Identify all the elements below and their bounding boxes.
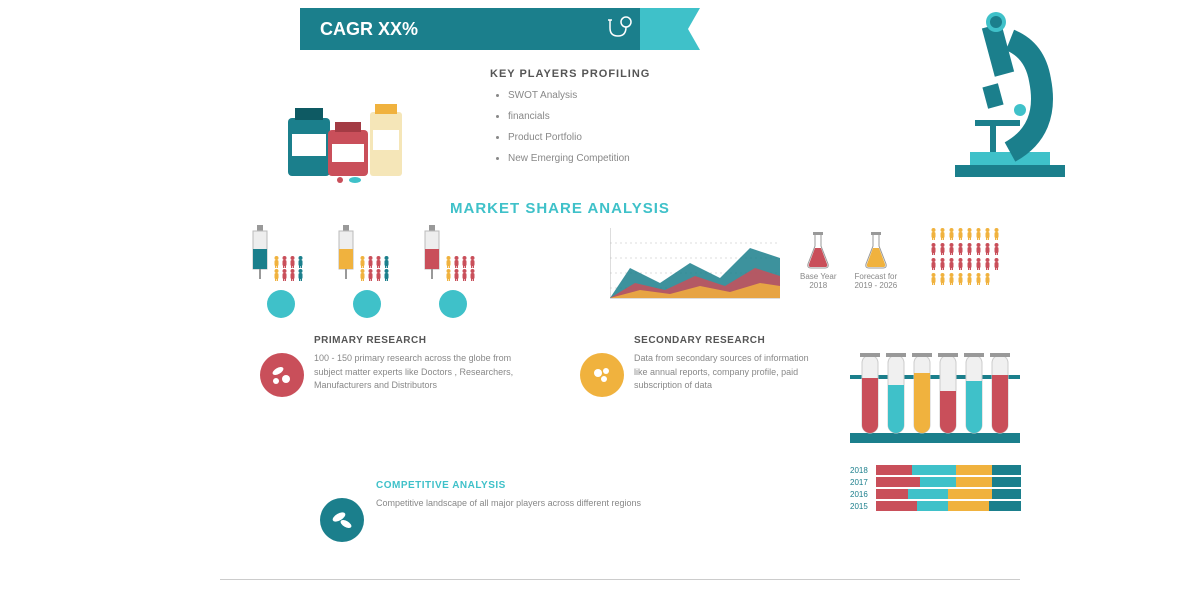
syringe-group	[250, 225, 483, 318]
medicine-bottles-icon	[280, 90, 420, 190]
cagr-text: CAGR XX%	[320, 19, 418, 40]
key-players-title: KEY PLAYERS PROFILING	[490, 68, 650, 80]
primary-research: PRIMARY RESEARCH 100 - 150 primary resea…	[260, 335, 540, 397]
pills-icon	[320, 498, 364, 542]
kp-item: financials	[508, 111, 650, 122]
secondary-text: Data from secondary sources of informati…	[634, 352, 820, 393]
secondary-title: SECONDARY RESEARCH	[634, 335, 820, 346]
competitive-text: Competitive landscape of all major playe…	[376, 497, 641, 511]
flask-legend: Base Year 2018 Forecast for 2019 - 2026	[800, 230, 897, 290]
market-share-title: MARKET SHARE ANALYSIS	[450, 200, 670, 217]
competitive-analysis: COMPETITIVE ANALYSIS Competitive landsca…	[320, 480, 700, 542]
pills-icon	[580, 353, 624, 397]
key-players-list: SWOT Analysis financials Product Portfol…	[490, 90, 650, 164]
competitive-title: COMPETITIVE ANALYSIS	[376, 480, 641, 491]
cagr-banner: CAGR XX%	[300, 8, 640, 50]
primary-title: PRIMARY RESEARCH	[314, 335, 540, 346]
pills-icon	[260, 353, 304, 397]
test-tubes-icon	[850, 345, 1020, 450]
banner-arrow	[640, 8, 700, 50]
microscope-icon	[940, 10, 1080, 185]
research-row: PRIMARY RESEARCH 100 - 150 primary resea…	[260, 335, 820, 397]
kp-item: Product Portfolio	[508, 132, 650, 143]
key-players-section: KEY PLAYERS PROFILING SWOT Analysis fina…	[490, 68, 650, 174]
kp-item: New Emerging Competition	[508, 153, 650, 164]
footer-divider	[220, 579, 1020, 580]
stacked-bar-chart: 2018201720162015	[850, 465, 1021, 513]
secondary-research: SECONDARY RESEARCH Data from secondary s…	[580, 335, 820, 397]
people-grid	[930, 228, 1000, 285]
stethoscope-icon	[604, 14, 634, 44]
kp-item: SWOT Analysis	[508, 90, 650, 101]
area-chart	[610, 228, 780, 308]
primary-text: 100 - 150 primary research across the gl…	[314, 352, 540, 393]
